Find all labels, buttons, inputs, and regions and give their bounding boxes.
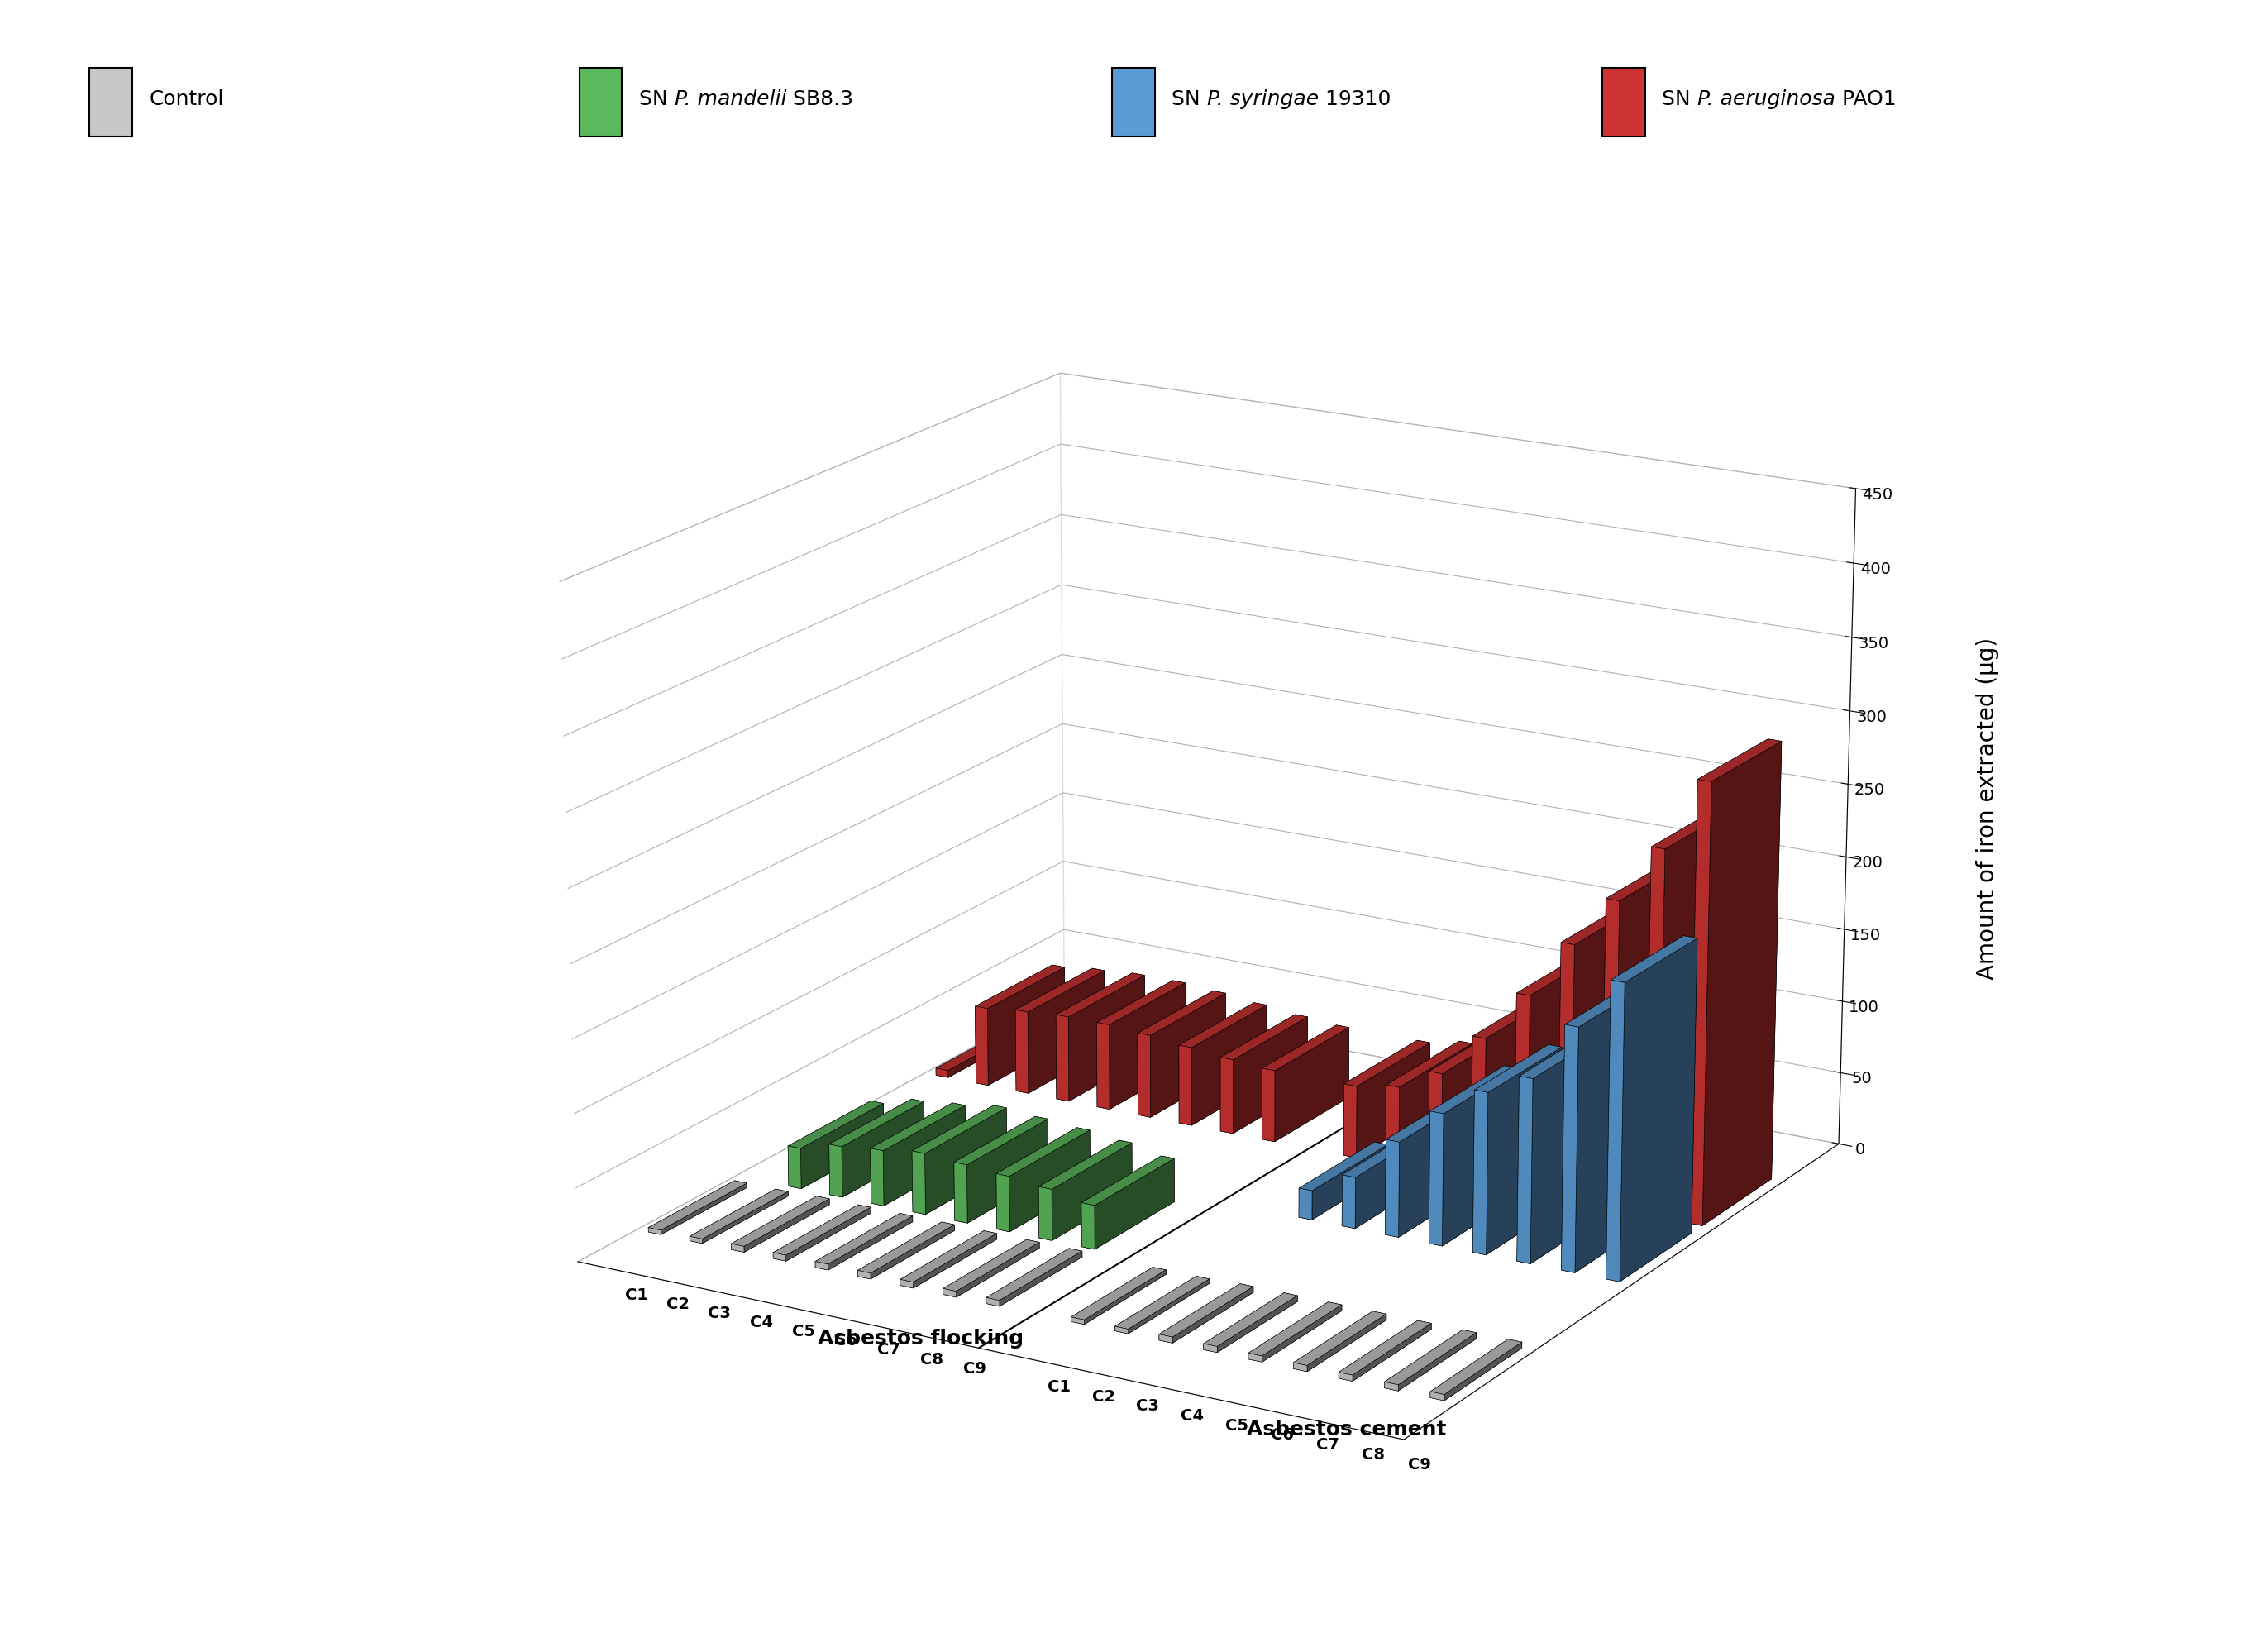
FancyBboxPatch shape xyxy=(1603,68,1646,135)
FancyBboxPatch shape xyxy=(1113,68,1154,135)
Text: Control: Control xyxy=(150,89,224,109)
Text: SB8.3: SB8.3 xyxy=(787,89,852,109)
Text: PAO1: PAO1 xyxy=(1836,89,1895,109)
FancyBboxPatch shape xyxy=(580,68,621,135)
Text: P. aeruginosa: P. aeruginosa xyxy=(1698,89,1836,109)
Text: 19310: 19310 xyxy=(1319,89,1392,109)
Text: P. syringae: P. syringae xyxy=(1206,89,1319,109)
Text: SN: SN xyxy=(1662,89,1698,109)
Text: P. mandelii: P. mandelii xyxy=(673,89,787,109)
FancyBboxPatch shape xyxy=(88,68,131,135)
Text: SN: SN xyxy=(639,89,673,109)
Text: SN: SN xyxy=(1172,89,1206,109)
